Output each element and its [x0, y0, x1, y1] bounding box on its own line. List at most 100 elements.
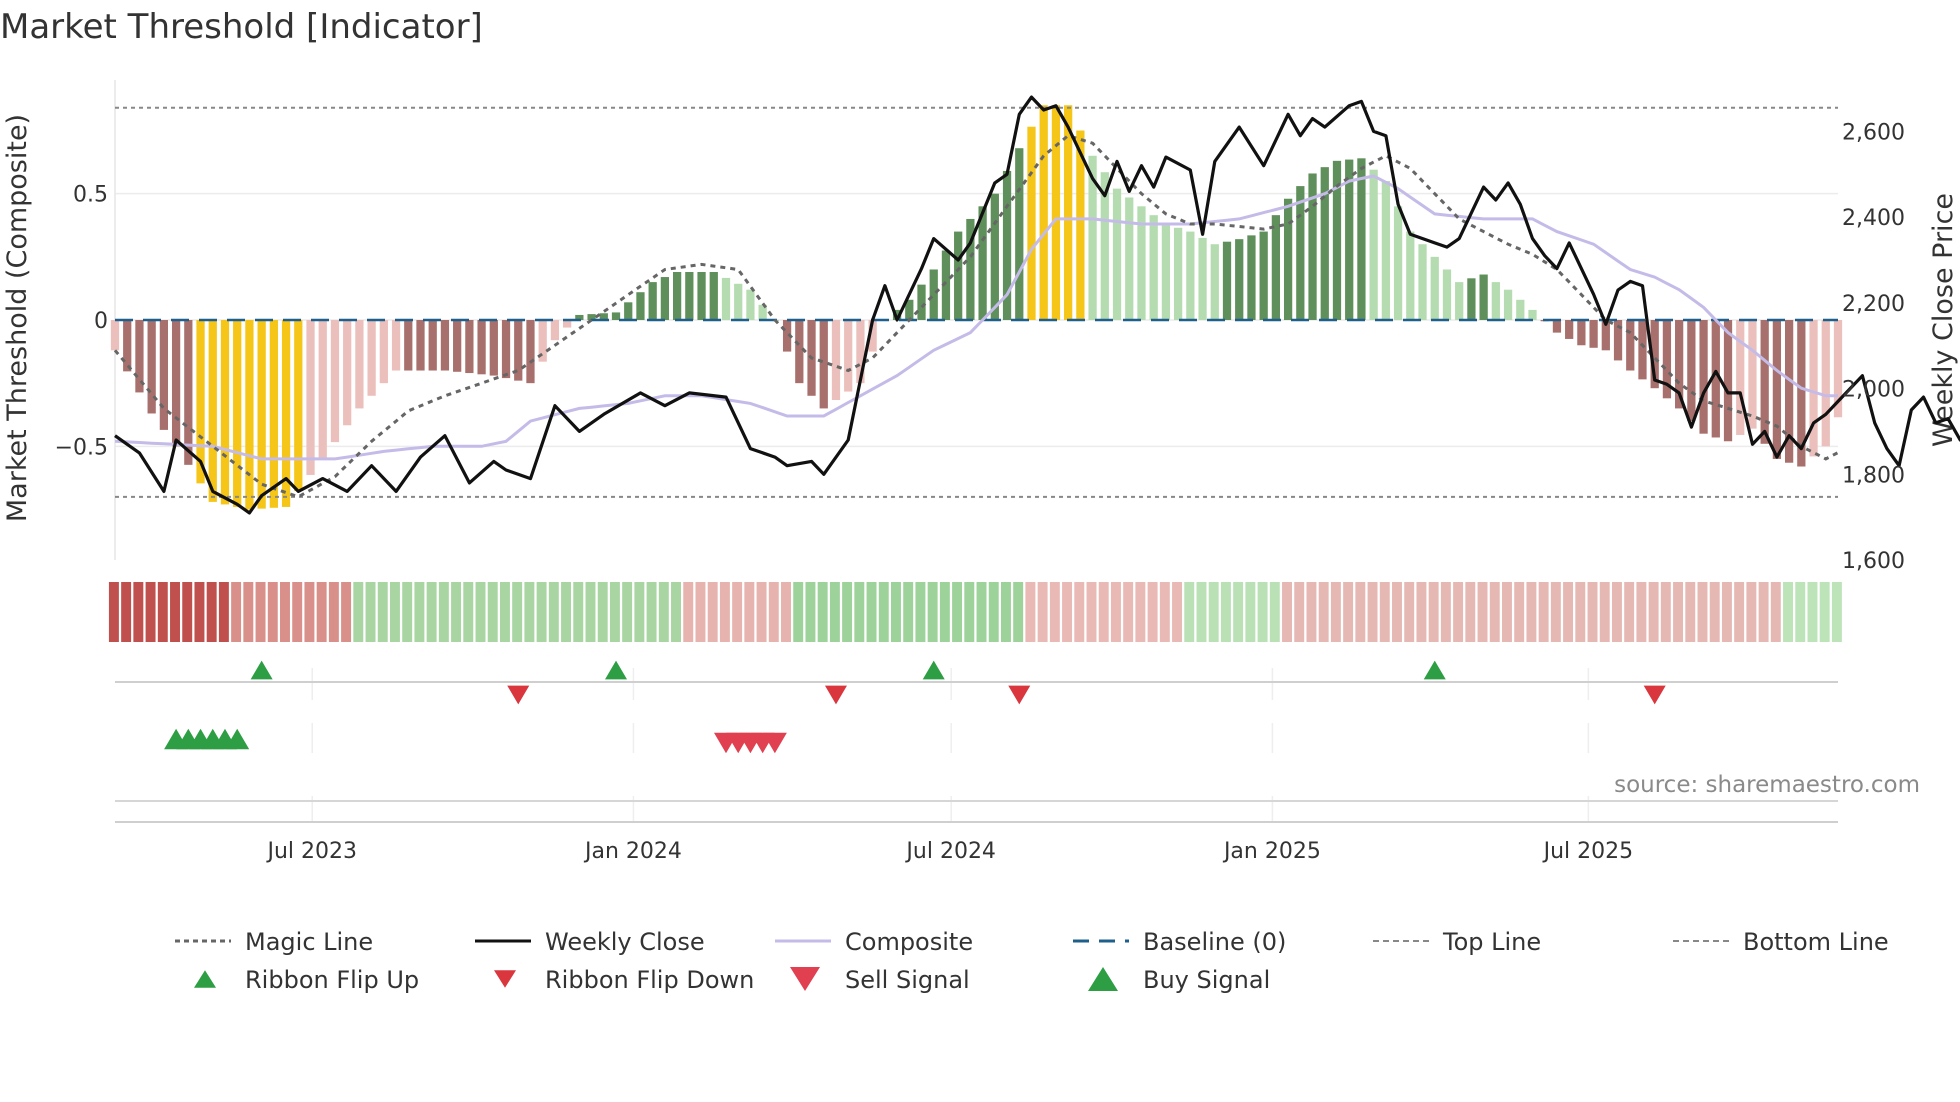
- composite-bar: [1723, 320, 1733, 442]
- ribbon-cell: [1098, 582, 1109, 642]
- ribbon-cell: [451, 582, 462, 642]
- ribbon-cell: [1110, 582, 1121, 642]
- composite-bar: [721, 277, 731, 320]
- ribbon-cell: [976, 582, 987, 642]
- composite-bar: [1039, 105, 1048, 321]
- composite-bar: [990, 193, 999, 320]
- ribbon-cell: [781, 582, 791, 642]
- ribbon-cell: [634, 582, 645, 642]
- ribbon-cell: [1074, 582, 1085, 642]
- ribbon-cell: [1404, 582, 1415, 642]
- composite-bar: [1613, 320, 1623, 361]
- ribbon-cell: [1062, 582, 1073, 642]
- composite-bar: [1760, 320, 1769, 444]
- composite-bar: [917, 284, 926, 320]
- legend-item: Ribbon Flip Up: [194, 966, 419, 994]
- ribbon-cell: [292, 582, 303, 642]
- composite-bar: [624, 302, 633, 320]
- composite-bar: [587, 314, 596, 320]
- composite-bar: [1137, 206, 1146, 320]
- composite-bar: [941, 250, 951, 320]
- ribbon-cell: [1000, 582, 1011, 642]
- legend-label: Magic Line: [245, 928, 373, 956]
- composite-bar: [1357, 158, 1366, 320]
- ribbon-cell: [1697, 582, 1708, 642]
- ribbon-cell: [1685, 582, 1696, 642]
- composite-bar: [1821, 320, 1830, 447]
- composite-bar: [1430, 256, 1439, 320]
- ribbon-cell: [1220, 582, 1231, 642]
- ribbon-cell: [1392, 582, 1402, 642]
- ribbon-cell: [1795, 582, 1806, 642]
- ribbon-cell: [927, 582, 938, 642]
- composite-bar: [477, 320, 486, 375]
- ribbon-cell: [170, 582, 180, 642]
- composite-bar: [1638, 320, 1647, 380]
- ribbon-cell: [609, 582, 620, 642]
- composite-bar: [1064, 105, 1073, 321]
- composite-bar: [1308, 173, 1317, 320]
- legend-label: Baseline (0): [1143, 928, 1286, 956]
- composite-bar: [281, 320, 291, 507]
- composite-bar: [501, 320, 511, 379]
- ribbon-cell: [328, 582, 339, 642]
- ribbon-cell: [1282, 582, 1292, 642]
- composite-bar: [1503, 289, 1513, 320]
- legend-swatch: [194, 970, 216, 988]
- ribbon-cell: [732, 582, 743, 642]
- composite-bar: [147, 320, 156, 414]
- composite-bar: [1002, 170, 1012, 320]
- ribbon-cell: [1330, 582, 1341, 642]
- ribbon-cell: [499, 582, 510, 642]
- composite-bar: [306, 320, 315, 475]
- composite-bar: [1479, 274, 1488, 320]
- legend-label: Top Line: [1442, 928, 1541, 956]
- ribbon-flip-up-marker: [250, 660, 273, 680]
- ribbon-cell: [1013, 582, 1024, 642]
- ribbon-cell: [1770, 582, 1781, 642]
- ribbon-cell: [145, 582, 156, 642]
- composite-bar: [1577, 320, 1586, 346]
- composite-bar: [746, 289, 755, 320]
- composite-bar: [575, 314, 584, 320]
- ribbon-cell: [573, 582, 584, 642]
- composite-bar: [611, 312, 621, 320]
- composite-bar: [123, 320, 132, 372]
- composite-bar: [184, 320, 193, 465]
- composite-bar: [1088, 155, 1097, 320]
- ribbon-cell: [707, 582, 718, 642]
- x-tick-label: Jul 2025: [1542, 839, 1634, 864]
- ribbon-cell: [1135, 582, 1146, 642]
- ribbon-cell: [1563, 582, 1574, 642]
- x-tick-label: Jul 2024: [904, 839, 996, 864]
- composite-bar: [1369, 169, 1378, 320]
- composite-bar: [1076, 130, 1085, 320]
- ribbon-cell: [1037, 582, 1048, 642]
- ribbon-cell: [1636, 582, 1647, 642]
- ribbon-cell: [854, 582, 865, 642]
- ribbon-cell: [304, 582, 315, 642]
- ribbon-cell: [1428, 582, 1439, 642]
- composite-bar: [1247, 235, 1256, 320]
- composite-bar: [355, 320, 364, 409]
- ribbon-flip-down-marker: [1008, 685, 1031, 705]
- ribbon-cell: [414, 582, 425, 642]
- composite-bar: [1455, 282, 1464, 320]
- ribbon-flip-up-marker: [922, 660, 945, 680]
- ribbon-cell: [267, 582, 278, 642]
- ribbon-cell: [402, 582, 413, 642]
- ribbon-cell: [377, 582, 388, 642]
- ribbon-cell: [512, 582, 523, 642]
- composite-bar: [758, 304, 767, 320]
- composite-bar: [330, 320, 340, 443]
- composite-bar: [526, 320, 535, 384]
- ribbon-cell: [1734, 582, 1745, 642]
- ribbon-cell: [915, 582, 926, 642]
- ribbon-cell: [1196, 582, 1207, 642]
- ribbon-cell: [1269, 582, 1280, 642]
- ribbon-cell: [487, 582, 498, 642]
- composite-bar: [563, 320, 572, 328]
- ribbon-cell: [671, 582, 681, 642]
- ribbon-cell: [108, 582, 119, 642]
- composite-bar: [538, 320, 547, 362]
